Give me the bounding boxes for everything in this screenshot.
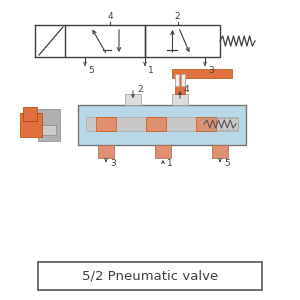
Bar: [212, 145, 228, 158]
Bar: [172, 94, 188, 105]
Bar: [98, 145, 114, 158]
Text: 1: 1: [148, 66, 154, 75]
Text: 2: 2: [137, 85, 142, 94]
Text: 2: 2: [175, 12, 180, 21]
Bar: [78, 105, 246, 145]
Bar: [181, 74, 185, 86]
Bar: [96, 117, 116, 131]
Bar: [20, 113, 42, 137]
Bar: [23, 107, 37, 121]
Bar: [125, 94, 141, 105]
Text: 1: 1: [167, 158, 173, 167]
Bar: [172, 69, 232, 78]
Bar: [175, 74, 179, 86]
Text: 5: 5: [224, 158, 230, 167]
Bar: [38, 109, 60, 141]
Bar: [86, 117, 238, 131]
Bar: [196, 117, 216, 131]
Text: 4: 4: [107, 12, 113, 21]
Text: 5: 5: [88, 66, 94, 75]
Bar: [65, 25, 145, 57]
Bar: [155, 145, 171, 158]
Text: 4: 4: [184, 85, 190, 94]
Bar: [38, 262, 262, 290]
Bar: [146, 117, 166, 131]
Bar: [40, 125, 56, 135]
Text: 3: 3: [208, 66, 214, 75]
Text: 5/2 Pneumatic valve: 5/2 Pneumatic valve: [82, 269, 218, 283]
Bar: [202, 118, 238, 130]
Text: 3: 3: [110, 158, 116, 167]
Bar: [175, 72, 185, 94]
Bar: [145, 25, 220, 57]
